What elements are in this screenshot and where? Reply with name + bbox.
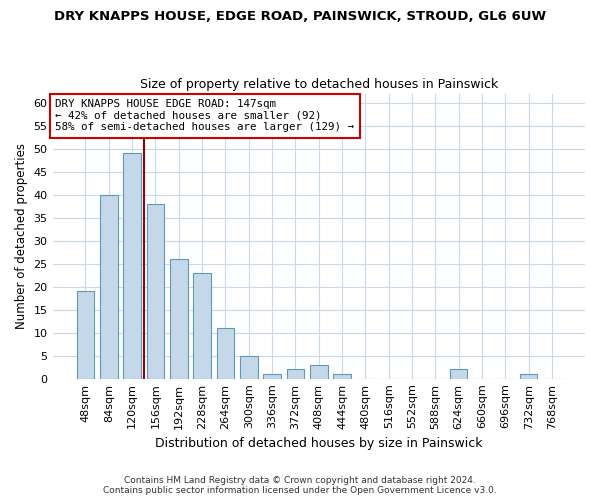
Bar [287, 370, 304, 378]
Bar [77, 292, 94, 378]
Bar [147, 204, 164, 378]
Text: DRY KNAPPS HOUSE, EDGE ROAD, PAINSWICK, STROUD, GL6 6UW: DRY KNAPPS HOUSE, EDGE ROAD, PAINSWICK, … [54, 10, 546, 23]
Bar [217, 328, 234, 378]
Title: Size of property relative to detached houses in Painswick: Size of property relative to detached ho… [140, 78, 498, 91]
Bar [334, 374, 351, 378]
Bar [263, 374, 281, 378]
Bar [310, 365, 328, 378]
Text: DRY KNAPPS HOUSE EDGE ROAD: 147sqm
← 42% of detached houses are smaller (92)
58%: DRY KNAPPS HOUSE EDGE ROAD: 147sqm ← 42%… [55, 100, 354, 132]
Bar [193, 273, 211, 378]
Text: Contains HM Land Registry data © Crown copyright and database right 2024.
Contai: Contains HM Land Registry data © Crown c… [103, 476, 497, 495]
Bar [240, 356, 257, 378]
Bar [124, 154, 141, 378]
Bar [100, 194, 118, 378]
Bar [170, 259, 188, 378]
Bar [450, 370, 467, 378]
Y-axis label: Number of detached properties: Number of detached properties [15, 143, 28, 329]
X-axis label: Distribution of detached houses by size in Painswick: Distribution of detached houses by size … [155, 437, 482, 450]
Bar [520, 374, 538, 378]
